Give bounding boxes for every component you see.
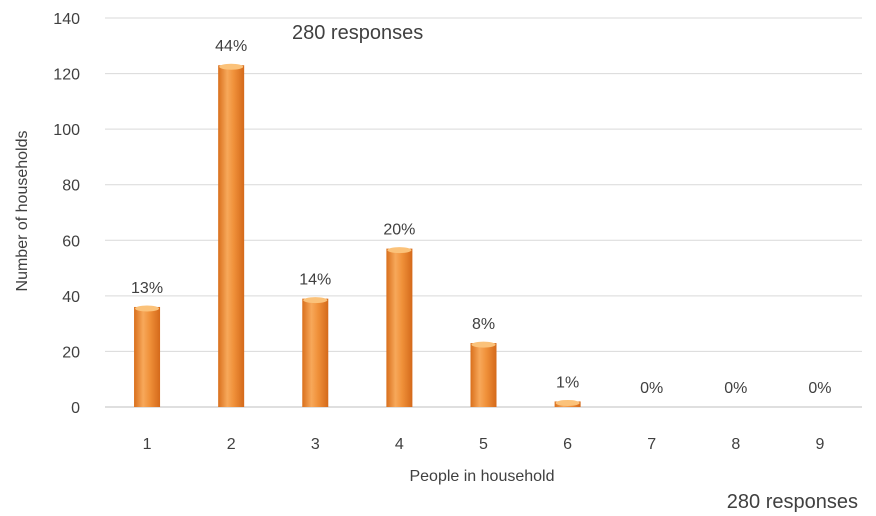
y-tick-label: 100 <box>53 122 80 139</box>
responses-annotation-bottom: 280 responses <box>727 491 858 513</box>
bar <box>302 298 329 407</box>
y-tick-label: 0 <box>71 400 80 417</box>
x-tick-label: 2 <box>227 436 236 453</box>
x-axis-ticks: 1 2 3 4 5 6 7 8 9 <box>143 436 825 453</box>
y-tick-label: 40 <box>62 289 80 306</box>
data-label: 13% <box>131 280 163 297</box>
bars <box>134 63 581 407</box>
data-label: 8% <box>472 316 495 333</box>
bar-highlight <box>303 297 328 304</box>
x-axis-title: People in household <box>409 468 554 485</box>
data-label: 44% <box>215 38 247 55</box>
responses-annotation-top: 280 responses <box>292 22 423 44</box>
x-tick-label: 3 <box>311 436 320 453</box>
data-label: 0% <box>640 380 663 397</box>
x-tick-label: 6 <box>563 436 572 453</box>
data-label: 14% <box>299 272 331 289</box>
x-tick-label: 1 <box>143 436 152 453</box>
data-labels: 13% 44% 14% 20% 8% 1% 0% 0% 0% <box>131 38 831 397</box>
y-axis-ticks: 0 20 40 60 80 100 120 140 <box>53 11 80 417</box>
data-label: 0% <box>808 380 831 397</box>
bar-highlight <box>387 247 412 254</box>
x-tick-label: 4 <box>395 436 404 453</box>
bar <box>218 65 245 407</box>
bar-highlight <box>135 305 160 312</box>
y-tick-label: 60 <box>62 233 80 250</box>
y-tick-label: 140 <box>53 11 80 28</box>
data-label: 0% <box>724 380 747 397</box>
x-tick-label: 5 <box>479 436 488 453</box>
y-tick-label: 20 <box>62 344 80 361</box>
bar-highlight <box>219 63 244 70</box>
data-label: 20% <box>383 222 415 239</box>
bar-highlight <box>555 399 580 406</box>
y-axis-title: Number of households <box>14 131 31 292</box>
data-label: 1% <box>556 374 579 391</box>
bar <box>134 306 161 407</box>
y-tick-label: 120 <box>53 67 80 84</box>
x-tick-label: 7 <box>647 436 656 453</box>
bar <box>470 343 497 407</box>
x-tick-label: 9 <box>815 436 824 453</box>
y-tick-label: 80 <box>62 178 80 195</box>
bar <box>386 248 413 407</box>
x-tick-label: 8 <box>731 436 740 453</box>
bar-highlight <box>471 341 496 348</box>
